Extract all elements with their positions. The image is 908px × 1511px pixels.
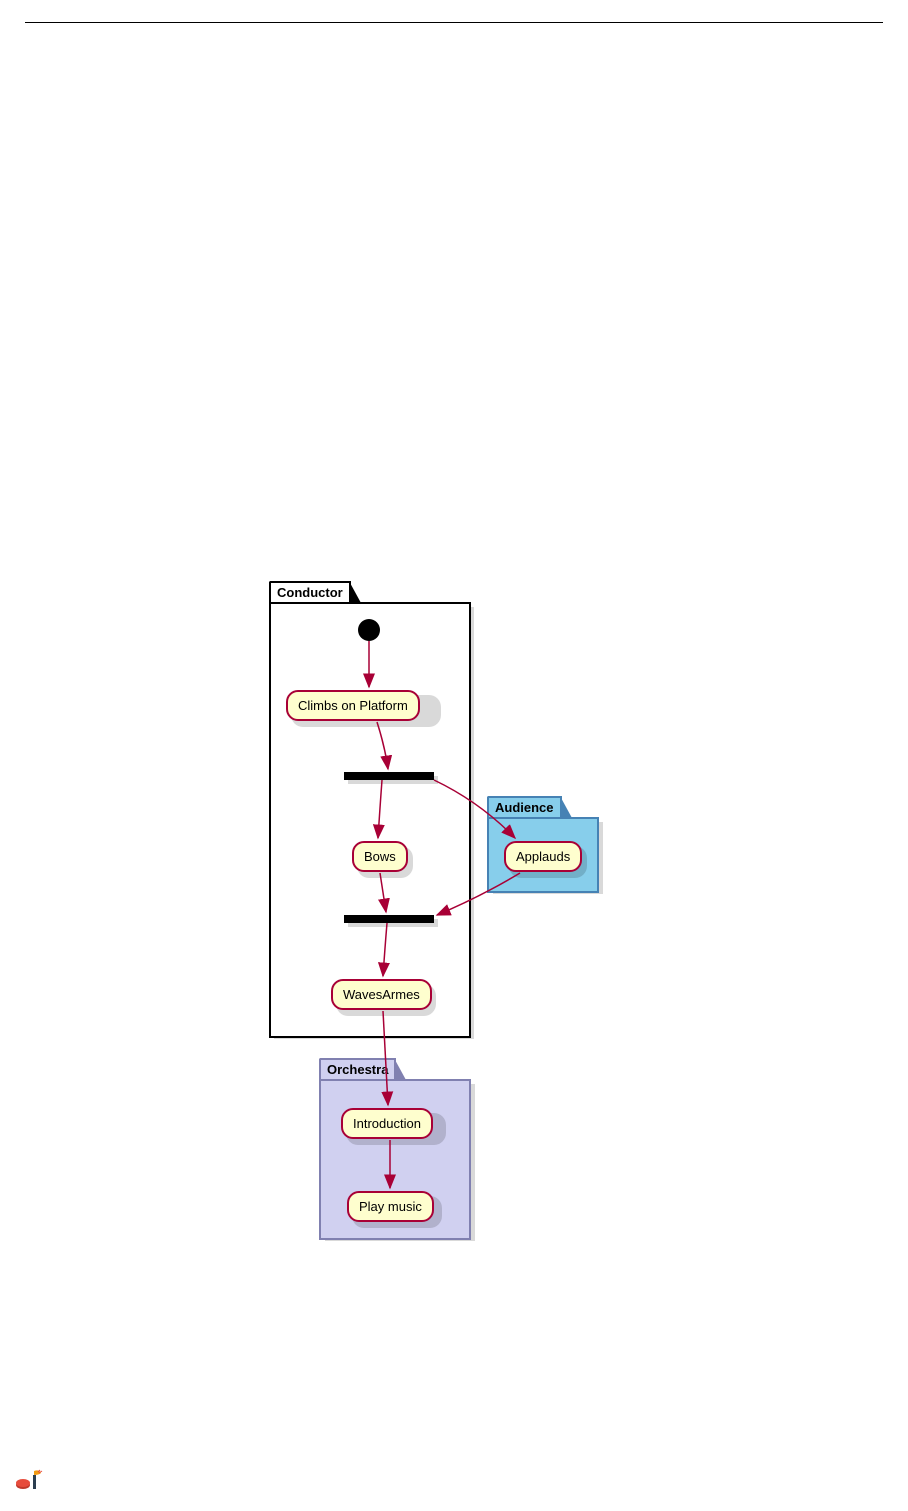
partition-tab: Orchestra xyxy=(319,1058,396,1080)
activity-introduction: Introduction xyxy=(341,1108,433,1139)
partition-conductor: Conductor xyxy=(270,582,470,1037)
activity-diagram: Conductor Audience Orchestra Climbs on P… xyxy=(270,582,650,1252)
partition-label: Orchestra xyxy=(327,1062,388,1077)
activity-label: Play music xyxy=(359,1199,422,1214)
activity-label: Applauds xyxy=(516,849,570,864)
activity-bows: Bows xyxy=(352,841,408,872)
activity-label: Introduction xyxy=(353,1116,421,1131)
activity-climbs: Climbs on Platform xyxy=(286,690,420,721)
activity-label: Climbs on Platform xyxy=(298,698,408,713)
start-node xyxy=(358,619,380,641)
partition-tab: Conductor xyxy=(269,581,351,603)
join-bar xyxy=(344,915,434,923)
activity-play: Play music xyxy=(347,1191,434,1222)
fork-bar xyxy=(344,772,434,780)
page-divider xyxy=(25,22,883,23)
partition-label: Conductor xyxy=(277,585,343,600)
partition-body xyxy=(269,602,471,1038)
activity-waves: WavesArmes xyxy=(331,979,432,1010)
activity-label: WavesArmes xyxy=(343,987,420,1002)
partition-tab: Audience xyxy=(487,796,562,818)
partition-label: Audience xyxy=(495,800,554,815)
activity-applauds: Applauds xyxy=(504,841,582,872)
activity-label: Bows xyxy=(364,849,396,864)
plantuml-logo-icon xyxy=(15,1469,45,1491)
